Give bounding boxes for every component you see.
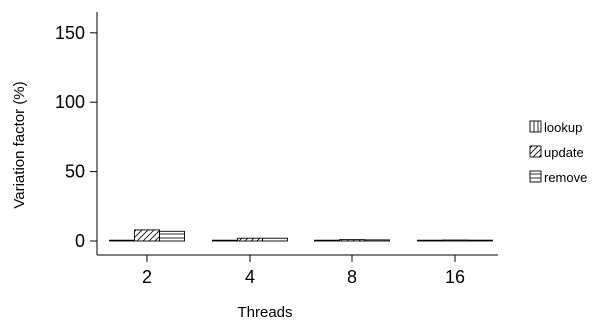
x-tick-label: 4 — [245, 267, 255, 287]
legend-swatch-update — [529, 145, 542, 158]
legend-label-remove: remove — [544, 170, 587, 185]
bar-lookup-8 — [314, 239, 340, 242]
y-tick-label: 50 — [65, 162, 85, 182]
bar-remove-8 — [364, 239, 390, 242]
bar-update-8 — [339, 239, 365, 242]
x-tick-label: 16 — [445, 267, 465, 287]
bar-update-4 — [237, 237, 263, 242]
x-tick-label: 2 — [142, 267, 152, 287]
bar-remove-2 — [159, 230, 185, 242]
legend-item-remove: remove — [529, 170, 587, 185]
bar-lookup-16 — [417, 239, 443, 242]
legend-swatch-remove — [529, 170, 542, 183]
y-tick-label: 100 — [55, 92, 85, 112]
legend-label-lookup: lookup — [544, 120, 582, 135]
x-axis: 2 4 8 16 — [97, 254, 498, 287]
legend-item-lookup: lookup — [529, 120, 582, 135]
x-tick-label: 8 — [347, 267, 357, 287]
legend: lookup update remove — [529, 120, 587, 185]
bar-update-16 — [442, 239, 468, 242]
bar-lookup-4 — [212, 239, 238, 242]
y-axis: 0 50 100 150 — [55, 12, 98, 255]
legend-swatch-lookup — [529, 120, 542, 133]
legend-item-update: update — [529, 145, 584, 160]
y-tick-label: 150 — [55, 23, 85, 43]
x-axis-title: Threads — [237, 304, 292, 321]
bar-lookup-2 — [109, 239, 135, 242]
legend-label-update: update — [544, 145, 584, 160]
bar-remove-16 — [467, 239, 493, 242]
plot-area — [109, 229, 493, 242]
y-axis-title: Variation factor (%) — [11, 81, 28, 208]
bar-remove-4 — [262, 237, 288, 242]
bar-update-2 — [134, 229, 160, 242]
y-tick-label: 0 — [75, 231, 85, 251]
